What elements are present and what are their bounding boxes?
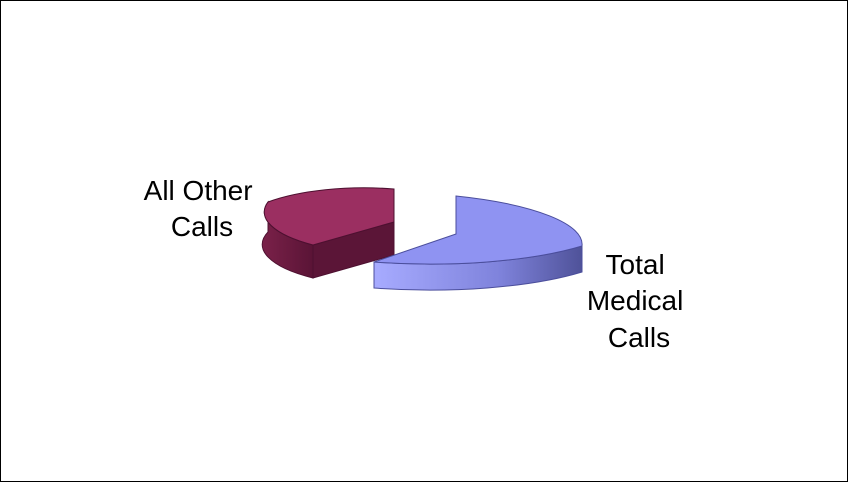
- slice-total-medical-calls: [373, 195, 583, 291]
- slice-total-medical-calls-top: [373, 195, 583, 265]
- label-all-other-calls: All Other Calls: [144, 175, 261, 242]
- slice-all-other-calls-top: [263, 187, 395, 246]
- slice-all-other-calls: [261, 187, 395, 279]
- label-total-medical-calls: Total Medical Calls: [587, 249, 691, 353]
